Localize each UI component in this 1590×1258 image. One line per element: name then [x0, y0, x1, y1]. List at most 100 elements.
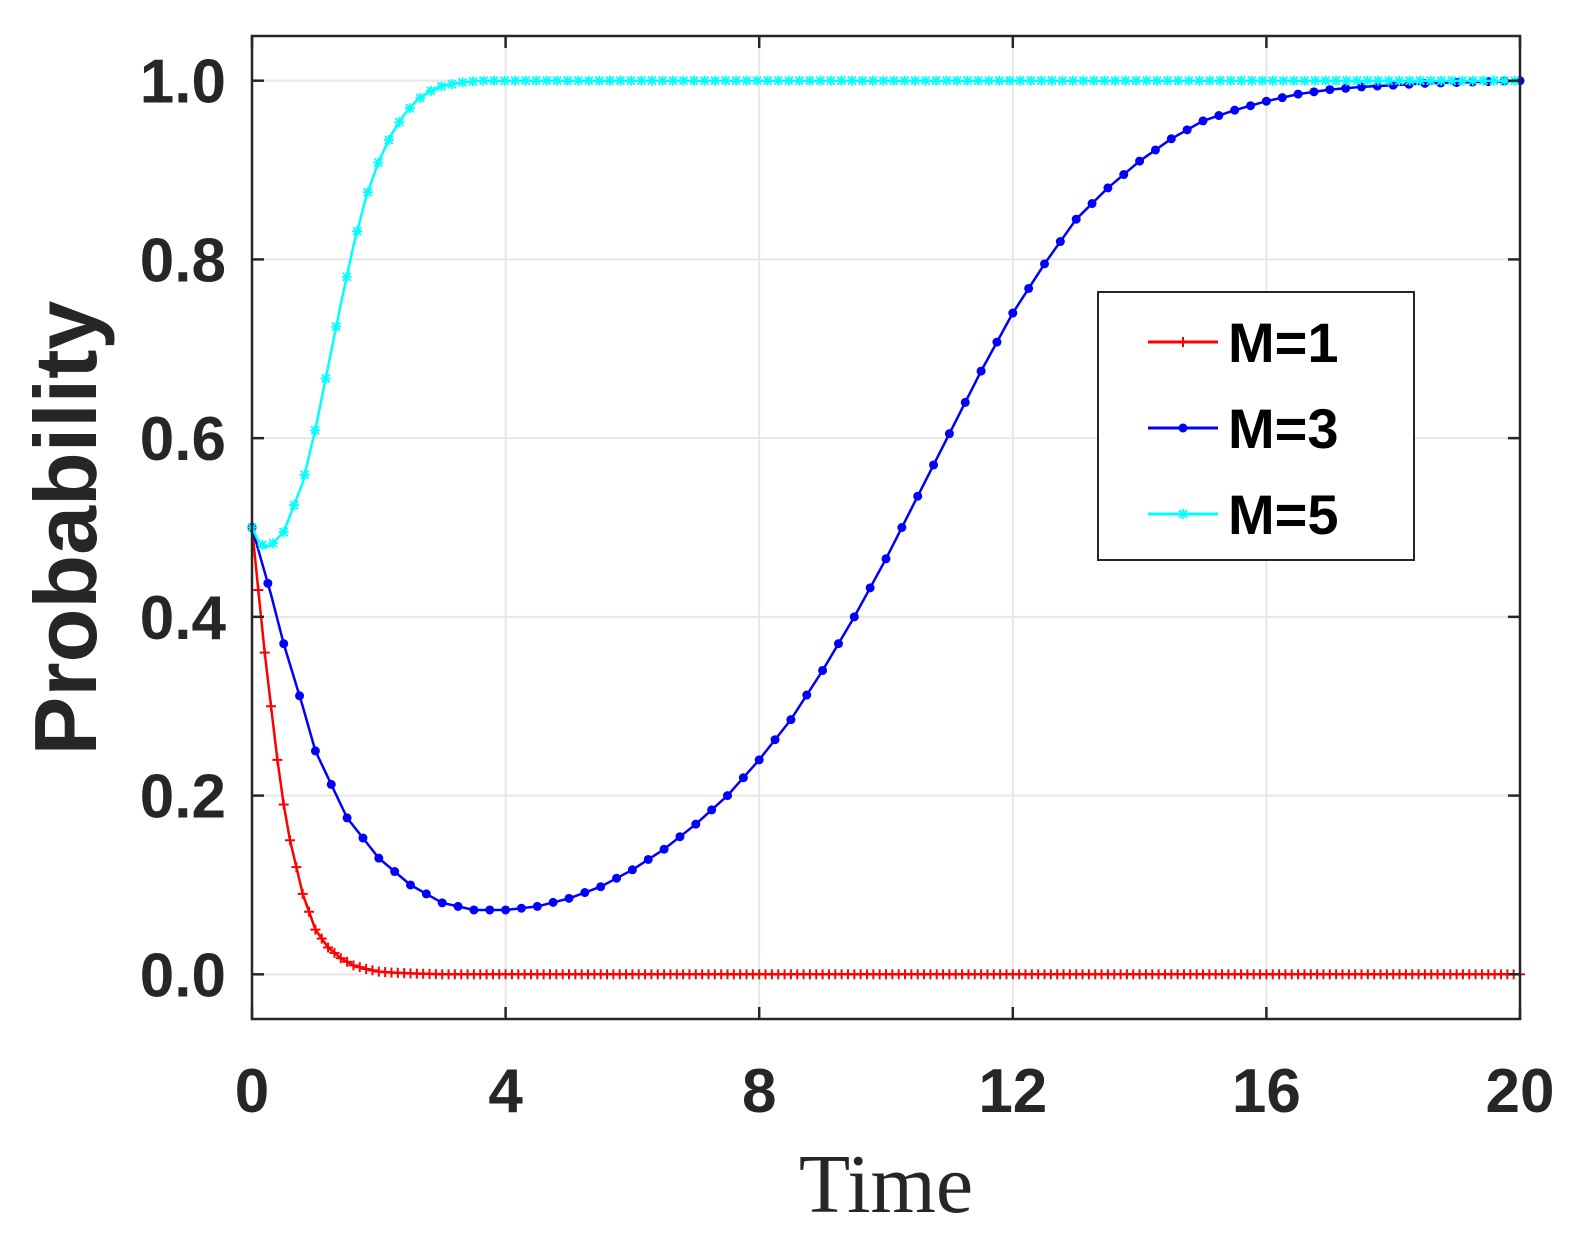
- data-point-marker: [963, 76, 973, 86]
- data-point-marker: [263, 578, 273, 588]
- series-M=1: [247, 522, 1525, 980]
- data-point-marker: [818, 665, 828, 675]
- data-point-marker: [612, 873, 622, 883]
- data-point-marker: [1257, 76, 1267, 86]
- data-point-marker: [373, 157, 383, 168]
- data-point-marker: [1008, 308, 1018, 318]
- data-point-marker: [984, 76, 994, 86]
- data-point-marker: [1089, 76, 1099, 86]
- data-point-marker: [447, 79, 457, 89]
- data-point-marker: [594, 76, 604, 86]
- data-point-marker: [699, 76, 710, 86]
- data-point-marker: [1299, 76, 1310, 86]
- data-point-marker: [257, 540, 268, 550]
- data-point-marker: [1341, 83, 1351, 93]
- data-point-marker: [668, 76, 678, 86]
- data-point-marker: [605, 76, 615, 86]
- data-point-marker: [826, 76, 836, 86]
- data-point-marker: [1131, 76, 1141, 86]
- data-point-marker: [295, 691, 305, 701]
- data-point-marker: [1141, 76, 1152, 86]
- data-point-marker: [1331, 76, 1341, 86]
- data-point-marker: [944, 429, 954, 439]
- data-point-marker: [501, 905, 511, 915]
- data-point-marker: [1405, 76, 1415, 86]
- y-tick-label: 0.4: [140, 584, 227, 653]
- data-point-marker: [847, 76, 857, 86]
- data-point-marker: [899, 76, 910, 86]
- data-point-marker: [731, 76, 741, 86]
- data-point-marker: [1047, 76, 1057, 86]
- data-point-marker: [1036, 76, 1046, 86]
- data-point-marker: [678, 76, 689, 86]
- data-point-marker: [1120, 76, 1131, 86]
- data-point-marker: [1457, 76, 1467, 86]
- data-point-marker: [1478, 76, 1488, 86]
- data-point-marker: [659, 844, 669, 854]
- data-point-marker: [268, 538, 278, 548]
- legend: M=1 M=3 M=5: [1097, 291, 1415, 561]
- data-point-marker: [763, 76, 773, 86]
- data-point-marker: [331, 321, 341, 332]
- data-point-marker: [363, 187, 373, 197]
- data-point-marker: [960, 397, 970, 407]
- data-point-marker: [643, 854, 653, 864]
- data-point-marker: [520, 76, 531, 86]
- series-layer: [247, 75, 1525, 980]
- legend-item: M=1: [1148, 311, 1339, 374]
- data-point-marker: [1184, 76, 1194, 86]
- data-point-marker: [1426, 76, 1436, 86]
- data-point-marker: [299, 470, 310, 480]
- data-point-marker: [453, 901, 463, 911]
- data-point-marker: [468, 76, 478, 86]
- data-point-marker: [1182, 125, 1192, 135]
- data-point-marker: [469, 905, 479, 915]
- x-axis-label: Time: [799, 1138, 973, 1231]
- legend-item: M=5: [1148, 483, 1339, 546]
- data-point-marker: [897, 523, 907, 532]
- data-point-marker: [973, 76, 983, 86]
- data-point-marker: [457, 77, 468, 87]
- data-point-marker: [742, 76, 752, 86]
- data-point-marker: [833, 639, 843, 649]
- data-point-marker: [516, 903, 526, 913]
- y-tick-label: 0.2: [140, 763, 226, 832]
- x-tick-label: 8: [742, 1057, 776, 1126]
- data-point-marker: [770, 735, 780, 745]
- data-point-marker: [868, 76, 878, 86]
- data-point-marker: [802, 690, 812, 700]
- data-point-marker: [1040, 259, 1049, 269]
- data-point-marker: [374, 853, 384, 863]
- data-point-marker: [627, 865, 637, 875]
- data-point-marker: [1289, 76, 1299, 86]
- data-point-marker: [584, 76, 594, 86]
- data-point-marker: [499, 76, 510, 86]
- data-point-marker: [563, 76, 573, 86]
- data-point-marker: [1119, 170, 1129, 180]
- data-point-marker: [952, 76, 962, 86]
- data-point-marker: [794, 76, 804, 86]
- tick-marks: [250, 36, 1522, 1019]
- y-tick-label: 1.0: [140, 48, 226, 117]
- data-point-marker: [436, 81, 447, 92]
- data-point-marker: [489, 76, 499, 86]
- data-point-marker: [437, 898, 447, 908]
- data-point-marker: [1268, 76, 1278, 86]
- data-point-marker: [1103, 183, 1113, 193]
- data-point-marker: [878, 76, 889, 86]
- data-point-marker: [720, 76, 731, 86]
- data-point-marker: [1499, 76, 1510, 86]
- data-point-marker: [805, 76, 815, 86]
- data-point-marker: [689, 76, 699, 86]
- data-point-marker: [573, 76, 583, 86]
- data-point-marker: [1135, 156, 1145, 166]
- data-point-marker: [580, 888, 590, 898]
- data-point-marker: [485, 905, 495, 915]
- data-point-marker: [1078, 76, 1089, 86]
- data-point-marker: [1310, 76, 1320, 86]
- data-point-marker: [1026, 76, 1036, 86]
- plot-frame: [250, 34, 1522, 1021]
- x-tick-labels: 0 4 8 12 16 20: [235, 1057, 1555, 1126]
- data-point-marker: [1394, 76, 1404, 86]
- data-point-marker: [1068, 76, 1078, 86]
